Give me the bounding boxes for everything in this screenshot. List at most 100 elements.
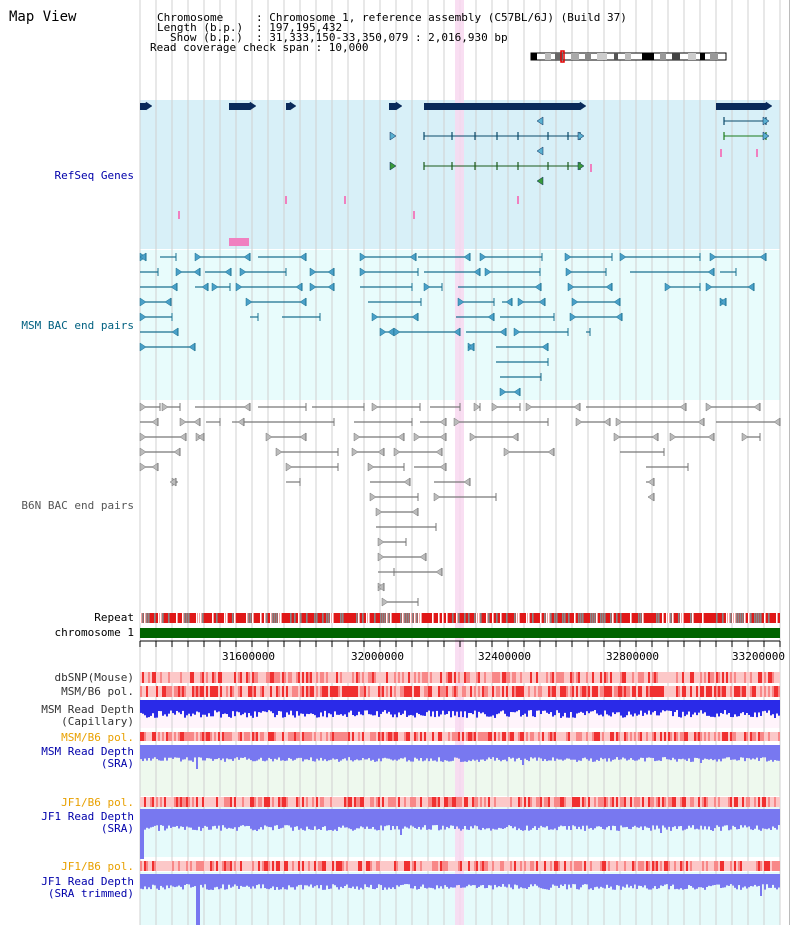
repeat-band: [658, 613, 660, 623]
depth-bar: [552, 700, 554, 717]
scrollbar-edge[interactable]: [789, 0, 790, 925]
heat-cell: [744, 797, 746, 807]
refseq-label[interactable]: RefSeq Genes: [54, 169, 134, 182]
heat-cell: [516, 732, 518, 741]
depth-bar: [362, 745, 364, 759]
polymorphism-heat-strips[interactable]: [140, 672, 780, 871]
heat-cell: [244, 686, 246, 697]
depth-bar: [748, 745, 750, 759]
heat-cell: [514, 861, 516, 871]
heat-cell: [300, 672, 302, 683]
heat-cell: [702, 797, 704, 807]
chromosome-ideogram[interactable]: [530, 50, 727, 63]
heat-cell: [556, 686, 558, 697]
heat-cell: [758, 797, 760, 807]
heat-cell: [236, 672, 238, 683]
depth-bar: [420, 809, 422, 830]
heat-cell: [376, 732, 378, 741]
heat-cell: [630, 797, 632, 807]
bac-end-arrow: [379, 327, 387, 337]
depth-bar: [694, 700, 696, 713]
bac-end-arrow: [697, 417, 705, 427]
heat-cell: [392, 672, 394, 683]
depth-bar: [520, 809, 522, 830]
msm-bac-end-pairs-track[interactable]: [139, 252, 767, 397]
heat-cell: [568, 672, 570, 683]
depth-bar: [476, 700, 478, 718]
heat-cell: [218, 672, 220, 683]
heat-cell: [680, 732, 682, 741]
b6n-bac-label[interactable]: B6N BAC end pairs: [21, 499, 134, 512]
selection-highlight[interactable]: [455, 0, 464, 925]
read-depth-tracks[interactable]: [140, 700, 780, 925]
heat-cell: [576, 861, 578, 871]
msm-bac-label[interactable]: MSM BAC end pairs: [21, 319, 134, 332]
repeat-band: [234, 613, 236, 623]
gene-block: [140, 103, 146, 110]
heat-cell: [514, 672, 516, 683]
heat-cell: [412, 861, 414, 871]
heat-cell: [270, 797, 272, 807]
refseq-genes-track[interactable]: [140, 101, 773, 246]
depth-bar: [652, 874, 654, 889]
depth-bar: [550, 809, 552, 830]
heat-cell: [578, 686, 580, 697]
heat-cell: [410, 672, 412, 683]
depth-bar: [146, 809, 148, 828]
depth-bar: [584, 745, 586, 758]
heat-cell: [364, 797, 366, 807]
depth-bar: [198, 745, 200, 758]
depth-bar: [754, 700, 756, 713]
repeat-band: [544, 613, 546, 623]
repeat-track[interactable]: [140, 613, 780, 623]
heat-cell: [564, 732, 566, 741]
bac-end-arrow: [275, 447, 283, 457]
heat-cell: [178, 672, 180, 683]
heat-cell: [470, 732, 472, 741]
depth-bar: [336, 874, 338, 888]
depth-bar: [652, 700, 654, 713]
heat-cell: [178, 861, 180, 871]
heat-cell: [548, 797, 550, 807]
b6n-bac-end-pairs-track[interactable]: [139, 402, 781, 607]
heat-cell: [416, 686, 418, 697]
heat-cell: [346, 732, 348, 741]
heat-cell: [442, 797, 444, 807]
heat-cell: [206, 732, 208, 741]
depth-bar: [320, 700, 322, 713]
heat-cell: [256, 686, 258, 697]
depth-bar: [278, 874, 280, 890]
depth-bar: [770, 745, 772, 760]
heat-cell: [508, 686, 510, 697]
heat-cell: [756, 861, 758, 871]
heat-cell: [244, 797, 246, 807]
chromosome-bar[interactable]: [140, 628, 780, 638]
heat-cell: [512, 672, 514, 683]
heat-cell: [224, 672, 226, 683]
heat-cell: [310, 672, 312, 683]
heat-cell: [616, 686, 618, 697]
heat-cell: [424, 861, 426, 871]
depth-bar: [706, 809, 708, 830]
repeat-band: [556, 613, 558, 623]
depth-bar: [596, 700, 598, 714]
depth-bar: [554, 700, 556, 716]
strand-arrow: [536, 176, 544, 186]
heat-cell: [276, 672, 278, 683]
repeat-band: [386, 613, 388, 623]
depth-bar: [144, 745, 146, 759]
heat-cell: [746, 732, 748, 741]
heat-cell: [346, 797, 348, 807]
depth-bar: [514, 874, 516, 885]
heat-cell: [476, 861, 478, 871]
heat-cell: [672, 686, 674, 697]
heat-cell: [620, 861, 622, 871]
depth-bar: [410, 745, 412, 762]
repeat-band: [362, 613, 364, 623]
heat-cell: [254, 672, 256, 683]
heat-cell: [572, 672, 574, 683]
heat-cell: [564, 797, 566, 807]
heat-cell: [262, 686, 264, 697]
heat-cell: [330, 686, 332, 697]
